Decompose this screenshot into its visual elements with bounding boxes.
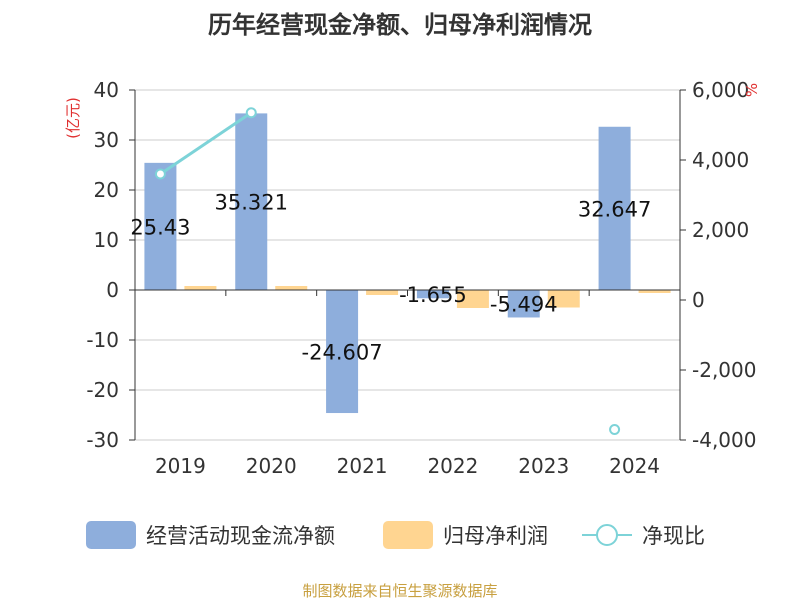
left-tick-label: 0: [106, 278, 119, 302]
legend-label-cash-flow: 经营活动现金流净额: [146, 524, 335, 548]
bar-net-profit: [638, 290, 671, 293]
data-label-cash-flow: -1.655: [399, 283, 467, 307]
x-tick-label: 2023: [518, 454, 569, 478]
left-tick-label: 10: [94, 228, 119, 252]
right-tick-label: -2,000: [692, 358, 756, 382]
legend: 经营活动现金流净额 归母净利润 净现比: [86, 521, 705, 549]
ratio-point: [154, 168, 166, 180]
left-tick-label: 40: [94, 78, 119, 102]
data-label-cash-flow: 32.647: [578, 197, 651, 221]
bar-cash-flow: [507, 290, 540, 318]
x-tick-label: 2024: [609, 454, 660, 478]
x-tick-label: 2022: [427, 454, 478, 478]
data-label-cash-flow: 35.321: [215, 191, 288, 215]
source-note: 制图数据来自恒生聚源数据库: [302, 582, 497, 600]
data-label-cash-flow: -24.607: [302, 341, 383, 365]
bar-net-profit: [547, 290, 580, 308]
x-tick-label: 2019: [155, 454, 206, 478]
bar-net-profit: [366, 290, 399, 295]
right-tick-label: 0: [692, 288, 705, 312]
bar-cash-flow: [235, 113, 268, 291]
bar-net-profit: [456, 290, 489, 308]
right-tick-label: 6,000: [692, 78, 749, 102]
bar-cash-flow: [144, 162, 177, 290]
data-label-cash-flow: 25.43: [130, 215, 190, 239]
bar-net-profit: [184, 286, 217, 290]
left-tick-label: 30: [94, 128, 119, 152]
right-tick-label: -4,000: [692, 428, 756, 452]
x-tick-label: 2021: [337, 454, 388, 478]
left-tick-label: -30: [86, 428, 119, 452]
right-tick-label: 2,000: [692, 218, 749, 242]
axes: 40 30 20 10 0 -10 -20 -30 6,000 4,000 2,000 0 -2,000…: [86, 78, 756, 478]
data-labels: 25.43 35.321 -24.607 -1.655 -5.494 32.647: [130, 191, 651, 365]
left-tick-label: -20: [86, 378, 119, 402]
legend-marker-ratio: [596, 524, 618, 546]
x-tick-label: 2020: [246, 454, 297, 478]
legend-swatch-net-profit: [383, 521, 433, 549]
ratio-point: [245, 107, 257, 119]
legend-label-ratio: 净现比: [642, 524, 705, 548]
ratio-line-group: [154, 107, 621, 435]
right-tick-label: 4,000: [692, 148, 749, 172]
bar-cash-flow: [326, 290, 359, 414]
ratio-point: [609, 424, 621, 435]
data-label-cash-flow: -5.494: [490, 293, 558, 317]
legend-label-net-profit: 归母净利润: [443, 524, 548, 548]
left-tick-label: 20: [94, 178, 119, 202]
bar-net-profit: [275, 286, 308, 290]
left-tick-label: -10: [86, 328, 119, 352]
ratio-line: [159, 111, 253, 176]
legend-swatch-cash-flow: [86, 521, 136, 549]
bar-cash-flow: [416, 290, 449, 299]
chart-title: 历年经营现金净额、归母净利润情况: [208, 11, 592, 39]
right-axis-unit: %: [743, 83, 761, 97]
left-axis-unit: (亿元): [64, 97, 82, 139]
bar-cash-flow: [598, 126, 631, 290]
gridlines: [135, 89, 680, 441]
bars: [144, 113, 671, 414]
